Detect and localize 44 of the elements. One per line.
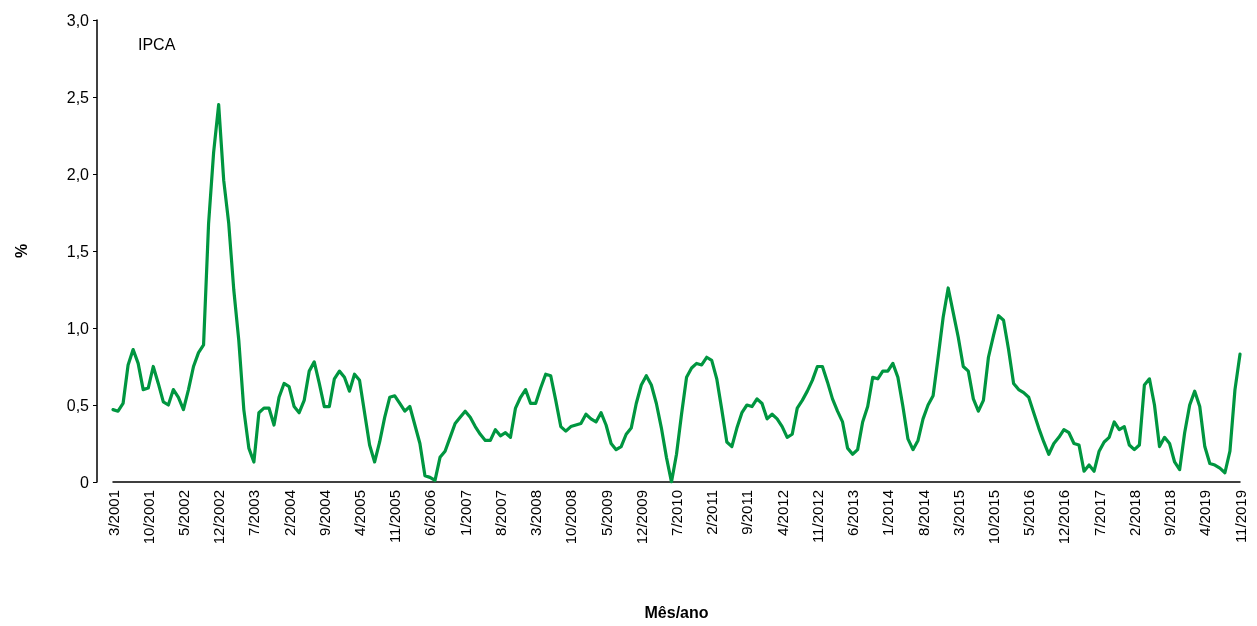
y-tick-label: 1,5 [66,242,90,260]
x-tick-label: 5/2002 [174,490,192,536]
x-tick-label: 1/2014 [879,490,897,536]
y-tick-label: 0 [80,473,90,491]
x-tick-label: 7/2003 [245,490,263,536]
x-tick-label: 10/2001 [139,490,157,545]
y-tick-label: 3,0 [66,11,90,29]
x-tick-label: 8/2014 [914,490,932,536]
y-axis-title: % [12,243,30,259]
x-tick-label: 10/2008 [562,490,580,545]
x-tick-label: 6/2013 [844,490,862,536]
y-tick-label: 0,5 [66,396,90,414]
x-tick-label: 8/2007 [491,490,509,536]
x-tick-label: 9/2011 [738,490,756,535]
x-tick-label: 9/2004 [315,490,333,536]
x-tick-label: 12/2002 [210,490,228,545]
x-tick-label: 11/2005 [386,490,404,544]
y-tick-label: 2,5 [66,88,90,106]
x-tick-label: 12/2016 [1055,490,1073,545]
x-tick-label: 9/2018 [1161,490,1179,536]
annotation: IPCA [138,35,176,53]
x-tick-label: 4/2005 [351,490,369,536]
y-tick-label: 1,0 [66,319,90,337]
x-tick-label: 7/2017 [1090,490,1108,536]
x-tick-label: 11/2019 [1231,490,1249,544]
x-tick-label: 2/2004 [280,490,298,536]
x-axis-title: Mês/ano [644,603,709,621]
x-tick-label: 1/2007 [456,490,474,536]
x-tick-label: 2/2018 [1125,490,1143,536]
x-tick-label: 4/2012 [773,490,791,536]
x-tick-label: 3/2015 [949,490,967,536]
x-tick-label: 10/2015 [984,490,1002,545]
x-tick-label: 7/2010 [668,490,685,536]
line-series [111,103,1242,484]
x-tick-label: 2/2011 [703,490,721,535]
x-tick-label: 5/2009 [597,490,615,536]
x-tick-label: 6/2006 [421,490,439,536]
x-tick-label: 5/2016 [1020,490,1038,536]
x-tick-label: 4/2019 [1196,490,1214,536]
x-tick-label: 3/2001 [104,490,122,536]
x-tick-label: 12/2009 [632,490,650,545]
y-tick-label: 2,0 [66,165,90,183]
x-tick-label: 11/2012 [808,490,826,544]
x-tick-label: 3/2008 [527,490,545,536]
